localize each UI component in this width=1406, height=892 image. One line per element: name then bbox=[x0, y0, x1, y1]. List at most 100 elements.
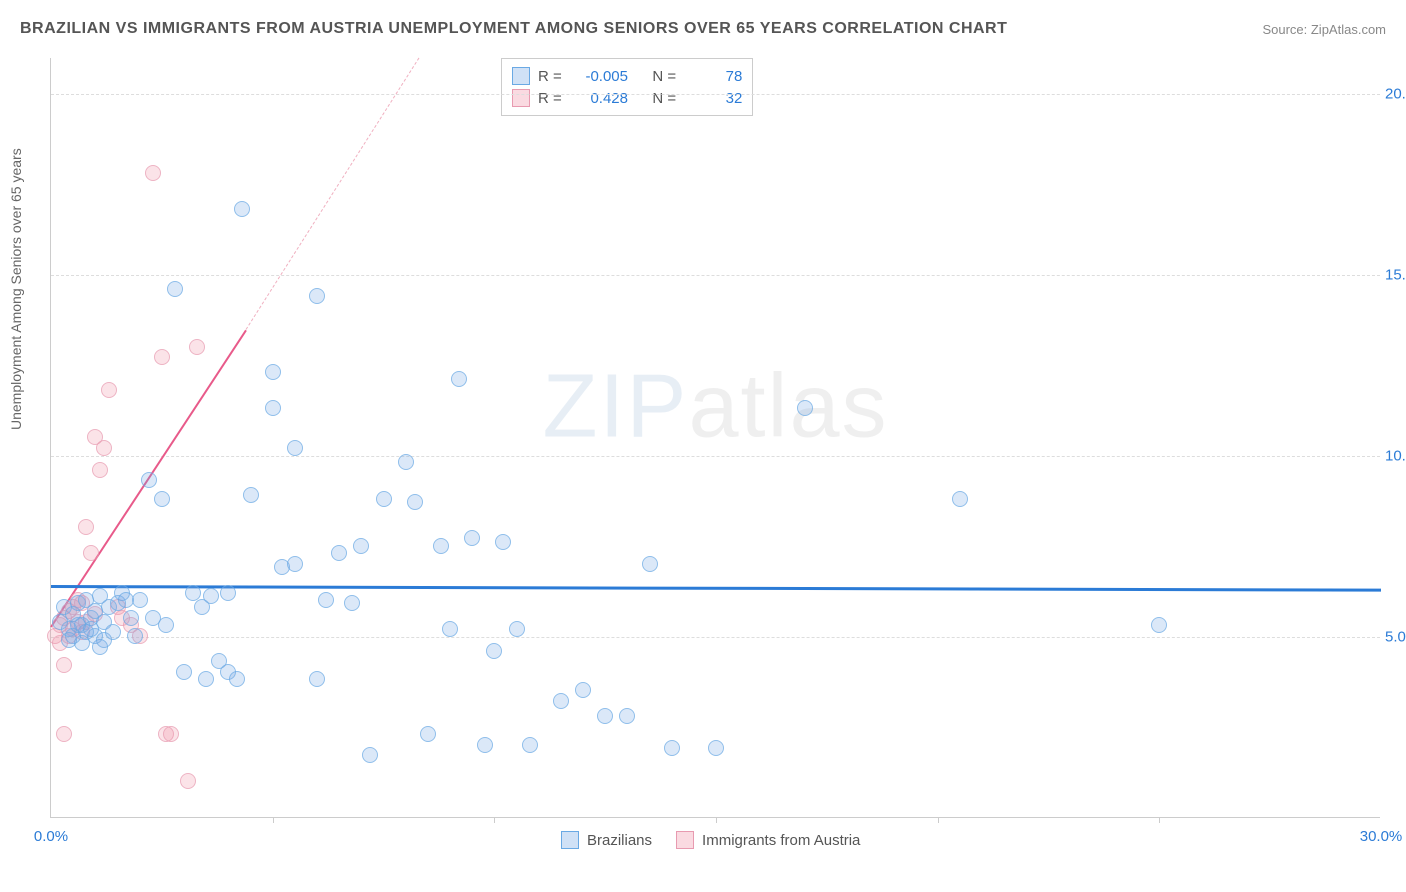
y-tick-label: 10.0% bbox=[1385, 448, 1406, 465]
data-point bbox=[198, 671, 214, 687]
trend-line-extrapolated bbox=[246, 58, 420, 330]
data-point bbox=[83, 545, 99, 561]
data-point bbox=[287, 440, 303, 456]
data-point bbox=[362, 747, 378, 763]
x-minor-tick bbox=[494, 817, 495, 823]
data-point bbox=[331, 545, 347, 561]
data-point bbox=[464, 530, 480, 546]
trend-line bbox=[51, 585, 1381, 591]
data-point bbox=[353, 538, 369, 554]
data-point bbox=[229, 671, 245, 687]
data-point bbox=[376, 491, 392, 507]
legend-swatch bbox=[512, 89, 530, 107]
data-point bbox=[642, 556, 658, 572]
data-point bbox=[96, 440, 112, 456]
data-point bbox=[553, 693, 569, 709]
data-point bbox=[243, 487, 259, 503]
data-point bbox=[189, 339, 205, 355]
gridline-horizontal bbox=[51, 637, 1380, 638]
x-tick-label: 0.0% bbox=[34, 828, 68, 845]
r-label: R = bbox=[538, 90, 568, 107]
data-point bbox=[495, 534, 511, 550]
x-minor-tick bbox=[1159, 817, 1160, 823]
legend-stat-row: R =-0.005 N =78 bbox=[512, 65, 742, 87]
scatter-plot-area: ZIPatlas R =-0.005 N =78R =0.428 N =32 B… bbox=[50, 58, 1380, 818]
data-point bbox=[952, 491, 968, 507]
n-value: 78 bbox=[690, 68, 742, 85]
n-label: N = bbox=[652, 90, 682, 107]
data-point bbox=[203, 588, 219, 604]
y-tick-label: 5.0% bbox=[1385, 629, 1406, 646]
data-point bbox=[154, 349, 170, 365]
data-point bbox=[442, 621, 458, 637]
data-point bbox=[70, 617, 86, 633]
n-value: 32 bbox=[690, 90, 742, 107]
legend-label: Immigrants from Austria bbox=[702, 832, 860, 849]
data-point bbox=[92, 639, 108, 655]
data-point bbox=[158, 617, 174, 633]
n-label: N = bbox=[652, 68, 682, 85]
data-point bbox=[398, 454, 414, 470]
data-point bbox=[509, 621, 525, 637]
data-point bbox=[797, 400, 813, 416]
data-point bbox=[185, 585, 201, 601]
y-tick-label: 15.0% bbox=[1385, 267, 1406, 284]
data-point bbox=[344, 595, 360, 611]
x-minor-tick bbox=[938, 817, 939, 823]
data-point bbox=[287, 556, 303, 572]
data-point bbox=[407, 494, 423, 510]
data-point bbox=[234, 201, 250, 217]
x-minor-tick bbox=[716, 817, 717, 823]
data-point bbox=[163, 726, 179, 742]
gridline-horizontal bbox=[51, 275, 1380, 276]
r-value: 0.428 bbox=[576, 90, 628, 107]
data-point bbox=[708, 740, 724, 756]
series-legend: Brazilians Immigrants from Austria bbox=[561, 831, 860, 849]
x-minor-tick bbox=[273, 817, 274, 823]
data-point bbox=[451, 371, 467, 387]
data-point bbox=[265, 364, 281, 380]
watermark: ZIPatlas bbox=[542, 356, 888, 459]
data-point bbox=[220, 585, 236, 601]
data-point bbox=[309, 288, 325, 304]
data-point bbox=[420, 726, 436, 742]
source-attribution: Source: ZipAtlas.com bbox=[1262, 22, 1386, 37]
data-point bbox=[92, 462, 108, 478]
y-axis-label: Unemployment Among Seniors over 65 years bbox=[8, 148, 24, 430]
legend-swatch bbox=[676, 831, 694, 849]
r-value: -0.005 bbox=[576, 68, 628, 85]
data-point bbox=[433, 538, 449, 554]
legend-item: Immigrants from Austria bbox=[676, 831, 860, 849]
data-point bbox=[597, 708, 613, 724]
data-point bbox=[575, 682, 591, 698]
data-point bbox=[619, 708, 635, 724]
watermark-thin: atlas bbox=[688, 357, 888, 457]
gridline-horizontal bbox=[51, 94, 1380, 95]
data-point bbox=[664, 740, 680, 756]
data-point bbox=[265, 400, 281, 416]
data-point bbox=[78, 519, 94, 535]
data-point bbox=[176, 664, 192, 680]
data-point bbox=[167, 281, 183, 297]
data-point bbox=[127, 628, 143, 644]
data-point bbox=[477, 737, 493, 753]
data-point bbox=[154, 491, 170, 507]
legend-swatch bbox=[561, 831, 579, 849]
y-tick-label: 20.0% bbox=[1385, 86, 1406, 103]
data-point bbox=[61, 632, 77, 648]
correlation-legend: R = -0.005 N = 78 R = 0.428 N = 32 bbox=[501, 58, 753, 116]
data-point bbox=[105, 624, 121, 640]
legend-label: Brazilians bbox=[587, 832, 652, 849]
gridline-horizontal bbox=[51, 456, 1380, 457]
data-point bbox=[145, 165, 161, 181]
legend-swatch bbox=[512, 67, 530, 85]
data-point bbox=[309, 671, 325, 687]
chart-title: BRAZILIAN VS IMMIGRANTS FROM AUSTRIA UNE… bbox=[20, 20, 1007, 38]
data-point bbox=[1151, 617, 1167, 633]
data-point bbox=[522, 737, 538, 753]
x-tick-label: 30.0% bbox=[1360, 828, 1403, 845]
data-point bbox=[118, 592, 134, 608]
data-point bbox=[101, 382, 117, 398]
legend-stat-row: R = 0.428 N = 32 bbox=[512, 87, 742, 109]
legend-item: Brazilians bbox=[561, 831, 652, 849]
